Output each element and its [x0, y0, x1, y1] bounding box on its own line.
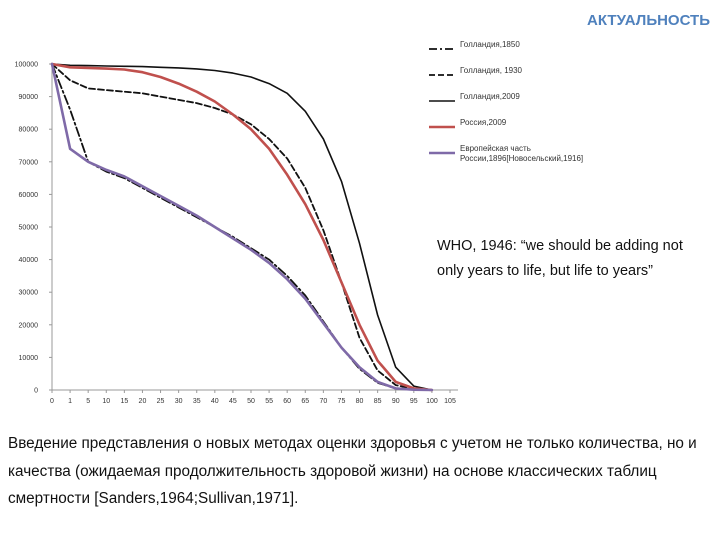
x-tick-label: 55: [265, 398, 273, 405]
x-tick-label: 40: [211, 398, 219, 405]
y-tick-label: 10000: [19, 355, 39, 362]
y-tick-label: 40000: [19, 257, 39, 264]
legend-swatch: [429, 48, 455, 50]
y-tick-label: 90000: [19, 94, 39, 101]
legend-label: Европейская часть России,1896[Новосельск…: [460, 144, 584, 163]
series-line-1: [51, 63, 433, 391]
x-tick-label: 90: [392, 398, 400, 405]
x-tick-label: 5: [86, 398, 90, 405]
x-tick-label: 50: [247, 398, 255, 405]
x-tick-label: 95: [410, 398, 418, 405]
legend-swatch: [429, 74, 455, 76]
x-tick-label: 100: [426, 398, 438, 405]
plot-area: 0 10000 20000 30000 40000 50000 60000 70000 8000…: [15, 62, 458, 405]
y-tick-label: 100000: [15, 62, 38, 69]
chart-legend: Голландия,1850 Голландия, 1930 Голландия,2…: [428, 40, 584, 194]
body-paragraph: Введение представления о новых методах о…: [8, 435, 697, 507]
x-tick-label: 35: [193, 398, 201, 405]
series-line-5: [50, 62, 434, 392]
legend-item: Голландия,1850: [428, 40, 578, 66]
x-tick-label: 25: [157, 398, 165, 405]
y-tick-label: 70000: [19, 159, 39, 166]
x-tick-label: 10: [102, 398, 110, 405]
legend-item: Голландия,2009: [428, 92, 578, 118]
slide-title: АКТУАЛЬНОСТЬ: [587, 12, 710, 29]
y-tick-label: 60000: [19, 192, 39, 199]
x-tick-label: 1: [68, 398, 72, 405]
x-tick-label: 15: [120, 398, 128, 405]
y-tick-label: 50000: [19, 225, 39, 232]
series-line-2: [51, 63, 433, 391]
legend-swatch: [429, 151, 455, 155]
legend-item: Россия,2009: [428, 118, 578, 144]
x-tick-label: 60: [283, 398, 291, 405]
series-line-4: [50, 62, 434, 392]
x-tick-label: 30: [175, 398, 183, 405]
y-tick-label: 80000: [19, 127, 39, 134]
who-quote: WHO, 1946: “we should be adding not only…: [437, 238, 683, 279]
legend-label: Россия,2009: [460, 118, 507, 127]
x-tick-label: 85: [374, 398, 382, 405]
y-tick-label: 0: [34, 388, 38, 395]
legend-label: Голландия,1850: [460, 40, 520, 49]
x-tick-label: 45: [229, 398, 237, 405]
legend-label: Голландия, 1930: [460, 66, 522, 75]
x-tick-label: 0: [50, 398, 54, 405]
legend-label: Голландия,2009: [460, 92, 520, 101]
y-tick-label: 20000: [19, 322, 39, 329]
legend-item: Европейская часть России,1896[Новосельск…: [428, 144, 584, 194]
x-tick-label: 105: [444, 398, 456, 405]
x-tick-label: 80: [356, 398, 364, 405]
survival-chart: 0 10000 20000 30000 40000 50000 60000 70000 8000…: [15, 62, 458, 405]
series-line-3: [51, 63, 433, 391]
x-tick-label: 20: [139, 398, 147, 405]
x-tick-label: 65: [301, 398, 309, 405]
x-tick-label: 70: [319, 398, 327, 405]
x-tick-label: 75: [338, 398, 346, 405]
legend-item: Голландия, 1930: [428, 66, 578, 92]
legend-swatch: [429, 100, 455, 102]
y-tick-label: 30000: [19, 290, 39, 297]
legend-swatch: [429, 125, 455, 129]
